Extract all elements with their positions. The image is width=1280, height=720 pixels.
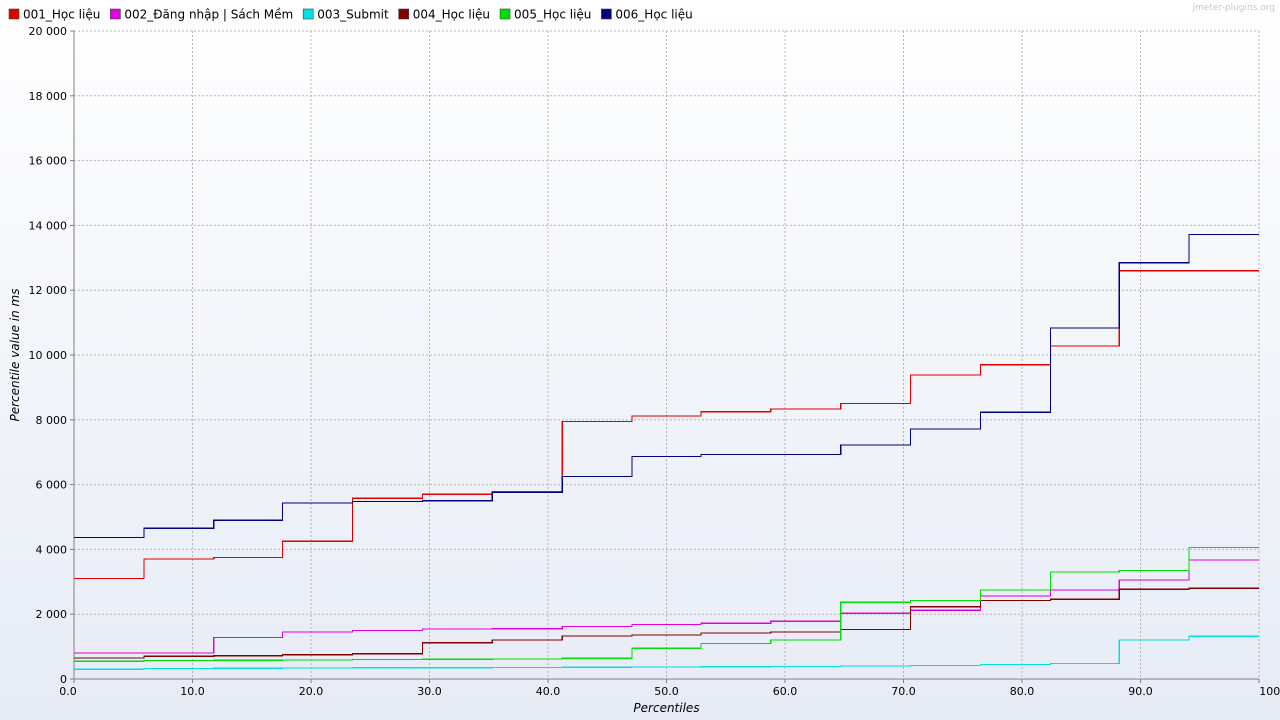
x-tick-label: 100.0 [1259, 685, 1280, 698]
series-line-4 [74, 587, 1259, 659]
legend-label: 003_Submit [317, 8, 389, 22]
legend-swatch [110, 8, 121, 20]
series-lines [74, 233, 1259, 670]
y-tick-label: 8 000 [36, 414, 68, 427]
legend-item-3: 003_Submit [302, 8, 389, 22]
x-axis-title: Percentiles [633, 701, 699, 715]
legend-label: 005_Học liệu [514, 8, 591, 22]
axes: 0.0 10.0 20.0 30.0 40.0 50.0 60.0 70.0 80.0 90.0 1… [8, 25, 1280, 715]
legend-item-4: 004_Học liệu [398, 8, 490, 22]
legend-swatch [8, 8, 20, 20]
x-tick-label: 90.0 [1128, 685, 1153, 698]
x-tick-label: 10.0 [180, 685, 205, 698]
series-line-1 [74, 270, 1259, 580]
legend-item-6: 006_Học liệu [601, 8, 693, 22]
legend: 001_Học liệu 002_Đăng nhập | Sách Mềm 003_… [8, 8, 693, 22]
legend-item-5: 005_Học liệu [499, 8, 591, 22]
legend-swatch [398, 8, 410, 20]
y-tick-label: 20 000 [29, 25, 68, 38]
watermark: jmeter-plugins.org [1192, 3, 1275, 13]
series-line-2 [74, 559, 1259, 654]
legend-swatch [601, 8, 612, 20]
legend-label: 002_Đăng nhập | Sách Mềm [124, 8, 293, 22]
x-tick-label: 50.0 [654, 685, 679, 698]
y-tick-label: 6 000 [36, 479, 68, 492]
legend-item-1: 001_Học liệu [8, 8, 100, 22]
x-tick-label: 60.0 [773, 685, 798, 698]
y-tick-label: 0 [60, 673, 67, 686]
y-tick-label: 14 000 [29, 219, 68, 232]
grid [74, 30, 1260, 679]
legend-label: 004_Học liệu [413, 8, 490, 22]
y-tick-label: 4 000 [36, 543, 68, 556]
x-tick-label: 30.0 [417, 685, 442, 698]
y-tick-label: 10 000 [29, 349, 68, 362]
series-line-5 [74, 546, 1259, 662]
series-line-3 [74, 635, 1259, 670]
series-line-6 [74, 233, 1259, 539]
legend-label: 001_Học liệu [23, 8, 100, 22]
legend-swatch [499, 8, 511, 20]
y-tick-label: 16 000 [29, 155, 68, 168]
legend-swatch [302, 8, 314, 20]
legend-label: 006_Học liệu [615, 8, 692, 22]
y-axis-title: Percentile value in ms [8, 289, 22, 422]
x-tick-label: 20.0 [299, 685, 324, 698]
x-tick-label: 80.0 [1010, 685, 1035, 698]
legend-item-2: 002_Đăng nhập | Sách Mềm [110, 8, 293, 22]
x-tick-label: 0.0 [59, 685, 77, 698]
x-tick-label: 70.0 [891, 685, 916, 698]
y-tick-label: 2 000 [36, 608, 68, 621]
y-tick-label: 12 000 [29, 284, 68, 297]
y-tick-label: 18 000 [29, 90, 68, 103]
x-tick-label: 40.0 [536, 685, 561, 698]
